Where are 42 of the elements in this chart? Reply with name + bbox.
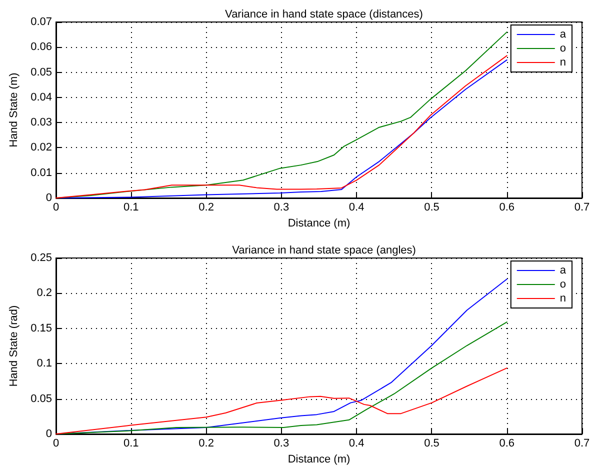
legend-label: a — [560, 264, 567, 276]
line-series — [56, 368, 508, 434]
x-tick-label: 0.7 — [574, 202, 590, 214]
chart-title: Variance in hand state space (distances) — [225, 8, 423, 20]
x-tick-label: 0.6 — [499, 438, 515, 450]
y-tick-label: 0.07 — [30, 16, 52, 28]
x-tick-label: 0.1 — [123, 438, 139, 450]
x-tick-label: 0.2 — [198, 202, 214, 214]
y-axis-title: Hand State (rad) — [8, 305, 20, 387]
y-tick-label: 0.02 — [30, 142, 52, 154]
x-tick-label: 0.5 — [424, 202, 440, 214]
x-axis-title: Distance (m) — [288, 453, 350, 466]
legend-label: n — [560, 56, 566, 68]
y-tick-label: 0.1 — [36, 358, 52, 370]
legend-label: a — [560, 28, 567, 40]
x-tick-label: 0.1 — [123, 202, 139, 214]
y-tick-label: 0.25 — [30, 252, 52, 264]
y-axis-title: Hand State (m) — [8, 72, 20, 148]
x-tick-label: 0.2 — [198, 438, 214, 450]
legend-label: o — [560, 278, 566, 290]
x-tick-label: 0.6 — [499, 202, 515, 214]
y-tick-label: 0.2 — [36, 287, 52, 300]
x-tick-label: 0.4 — [348, 202, 364, 214]
x-tick-label: 0.3 — [274, 438, 290, 450]
y-tick-label: 0.05 — [30, 392, 52, 405]
legend-label: n — [560, 292, 566, 304]
y-tick-label: 0.03 — [30, 116, 52, 129]
x-axis-title: Distance (m) — [288, 217, 350, 230]
y-tick-label: 0.01 — [30, 166, 52, 179]
chart-title: Variance in hand state space (angles) — [232, 244, 416, 256]
y-tick-label: 0 — [46, 192, 52, 204]
line-series — [56, 322, 508, 434]
legend-label: o — [560, 42, 566, 54]
y-tick-label: 0.05 — [30, 66, 52, 78]
x-tick-label: 0.5 — [424, 438, 440, 450]
y-tick-label: 0.15 — [30, 322, 52, 334]
y-tick-label: 0.04 — [30, 91, 52, 104]
y-tick-label: 0.06 — [30, 41, 52, 54]
x-tick-label: 0.7 — [574, 438, 590, 450]
x-tick-label: 0.3 — [274, 202, 290, 214]
y-tick-label: 0 — [46, 428, 52, 440]
x-tick-label: 0.4 — [348, 438, 364, 450]
